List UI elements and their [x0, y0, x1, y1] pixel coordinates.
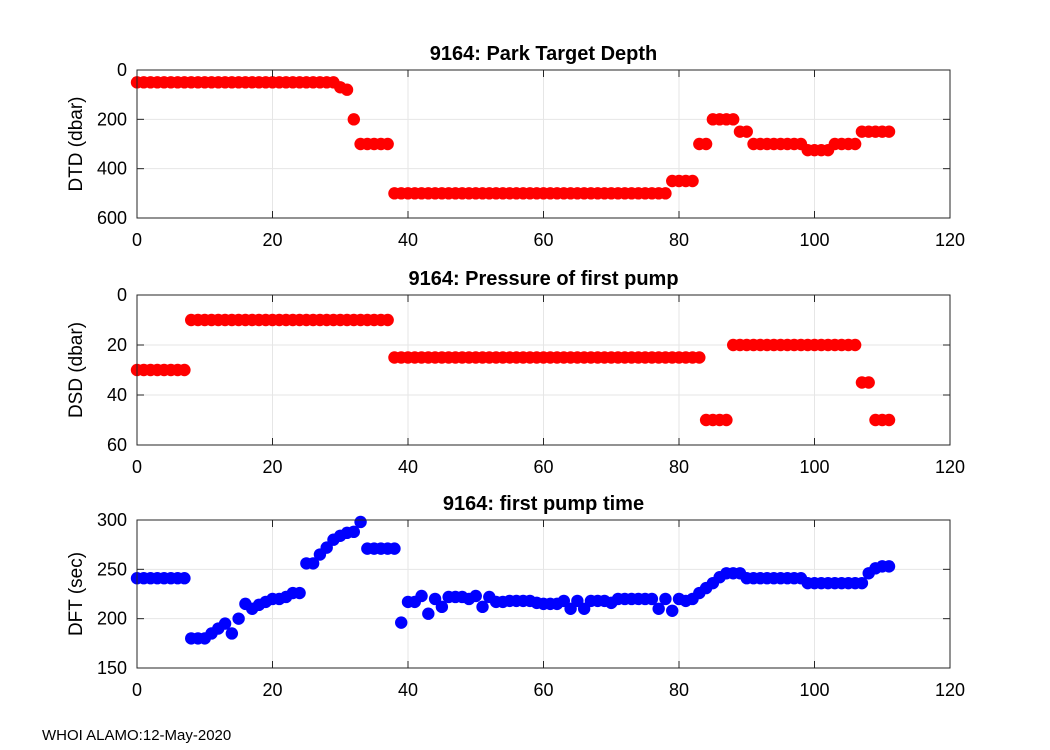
- x-tick-label: 120: [935, 457, 965, 477]
- y-tick-label: 300: [97, 510, 127, 530]
- data-point: [666, 604, 679, 617]
- data-point: [395, 616, 408, 629]
- data-point: [347, 113, 360, 126]
- data-point: [740, 125, 753, 138]
- data-point: [354, 515, 367, 529]
- data-point: [469, 589, 482, 603]
- data-point: [178, 363, 191, 377]
- footer-stamp: WHOI ALAMO:12-May-2020: [42, 727, 232, 744]
- chart-panel-1: 0 20 40 60 80 100 120 0 200 400 600 9164: Park Targ…: [66, 43, 965, 250]
- chart-panel-2: 0 20 40 60 80 100 120 0 20 40 60 9164: Pressure of …: [66, 268, 965, 477]
- data-point: [415, 589, 428, 603]
- x-tick-label: 0: [132, 680, 142, 700]
- x-tick-label: 60: [533, 230, 553, 250]
- data-point: [882, 125, 896, 138]
- x-tick-label: 60: [533, 680, 553, 700]
- y-tick-label: 250: [97, 559, 127, 579]
- data-point: [293, 586, 306, 600]
- x-tick-label: 120: [935, 680, 965, 700]
- data-point: [340, 83, 354, 96]
- data-point: [720, 413, 733, 427]
- data-point: [652, 602, 665, 615]
- x-tick-label: 60: [533, 457, 553, 477]
- x-tick-label: 120: [935, 230, 965, 250]
- data-point: [306, 557, 320, 570]
- chart-title: 9164: Park Target Depth: [430, 43, 658, 65]
- y-tick-label: 150: [97, 658, 127, 678]
- data-point: [381, 137, 394, 151]
- y-tick-label: 0: [117, 285, 127, 305]
- y-tick-label: 200: [97, 109, 127, 129]
- x-tick-label: 20: [262, 457, 282, 477]
- data-point: [855, 576, 869, 590]
- x-tick-label: 40: [398, 230, 418, 250]
- x-tick-label: 100: [799, 680, 829, 700]
- x-tick-label: 100: [799, 457, 829, 477]
- data-point: [347, 525, 360, 539]
- y-axis-label: DSD (dbar): [66, 322, 87, 418]
- x-tick-label: 20: [262, 230, 282, 250]
- data-point: [388, 542, 401, 555]
- data-point: [232, 612, 245, 625]
- y-tick-label: 0: [117, 60, 127, 80]
- data-point: [659, 187, 672, 200]
- y-tick-label: 600: [97, 208, 127, 228]
- data-point: [693, 351, 706, 364]
- data-point: [218, 617, 232, 630]
- data-point: [882, 560, 896, 573]
- data-point: [659, 592, 672, 606]
- y-axis-label: DFT (sec): [66, 552, 87, 636]
- data-point: [435, 600, 449, 614]
- y-axis-label: DTD (dbar): [66, 96, 87, 191]
- data-point: [882, 413, 896, 427]
- x-tick-label: 0: [132, 457, 142, 477]
- y-tick-label: 40: [107, 385, 127, 405]
- y-tick-label: 200: [97, 609, 127, 629]
- data-point: [381, 313, 394, 327]
- data-point: [225, 627, 239, 640]
- x-tick-label: 80: [669, 230, 689, 250]
- data-point: [178, 572, 191, 585]
- x-tick-label: 20: [262, 680, 282, 700]
- data-point: [422, 607, 435, 620]
- data-point: [727, 113, 740, 126]
- x-tick-label: 40: [398, 680, 418, 700]
- x-tick-label: 0: [132, 230, 142, 250]
- data-point: [848, 137, 862, 151]
- data-point: [476, 600, 489, 614]
- x-tick-label: 80: [669, 457, 689, 477]
- data-point: [686, 174, 699, 188]
- data-point: [645, 592, 659, 606]
- x-tick-label: 40: [398, 457, 418, 477]
- data-point: [699, 137, 713, 151]
- data-point: [862, 376, 875, 389]
- y-tick-label: 20: [107, 335, 127, 355]
- data-point: [848, 338, 862, 352]
- y-tick-label: 60: [107, 435, 127, 455]
- chart-title: 9164: first pump time: [443, 493, 644, 515]
- x-tick-label: 80: [669, 680, 689, 700]
- chart-title: 9164: Pressure of first pump: [408, 268, 678, 290]
- y-tick-label: 400: [97, 159, 127, 179]
- x-tick-label: 100: [799, 230, 829, 250]
- chart-panel-3: 0 20 40 60 80 100 120 150 200 250 300 9164: first p…: [66, 493, 965, 700]
